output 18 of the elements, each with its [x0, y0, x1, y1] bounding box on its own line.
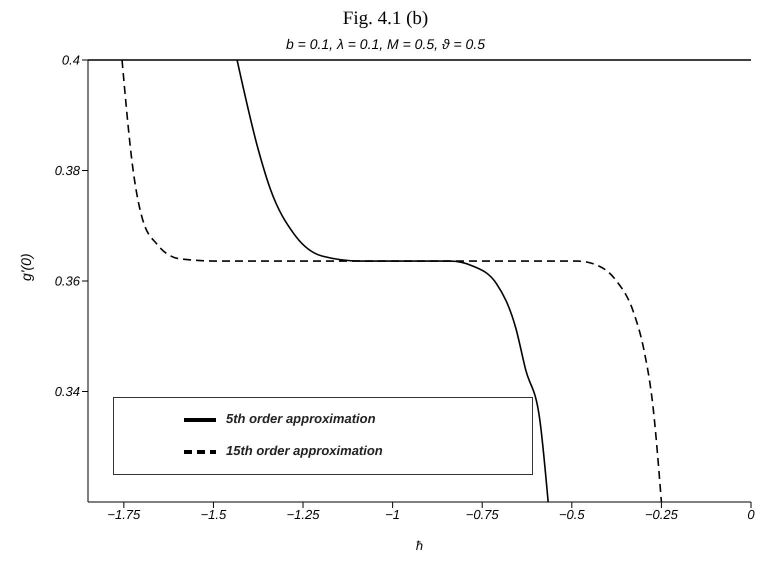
x-tick-label: 0 — [747, 507, 756, 522]
x-tick-label: −0.75 — [466, 507, 500, 522]
x-tick-label: −0.25 — [644, 507, 679, 522]
x-tick-label: −0.5 — [558, 507, 586, 522]
y-tick-label: 0.38 — [54, 163, 81, 178]
legend-label: 5th order approximation — [226, 411, 376, 426]
x-tick-label: −1 — [385, 507, 400, 522]
y-axis-title: g'(0) — [18, 253, 34, 281]
chart-subtitle: b = 0.1, λ = 0.1, M = 0.5, ϑ = 0.5 — [284, 36, 486, 52]
x-tick-label: −1.5 — [200, 507, 228, 522]
y-tick-label: 0.4 — [62, 52, 80, 68]
chart-title: Fig. 4.1 (b) — [342, 8, 430, 30]
x-axis-title: ħ — [416, 538, 424, 553]
legend-label: 15th order approximation — [226, 443, 383, 458]
x-tick-label: −1.75 — [107, 507, 142, 522]
y-tick-label: 0.36 — [54, 274, 81, 289]
y-tick-label: 0.34 — [54, 384, 80, 400]
x-tick-label: −1.25 — [286, 507, 320, 522]
